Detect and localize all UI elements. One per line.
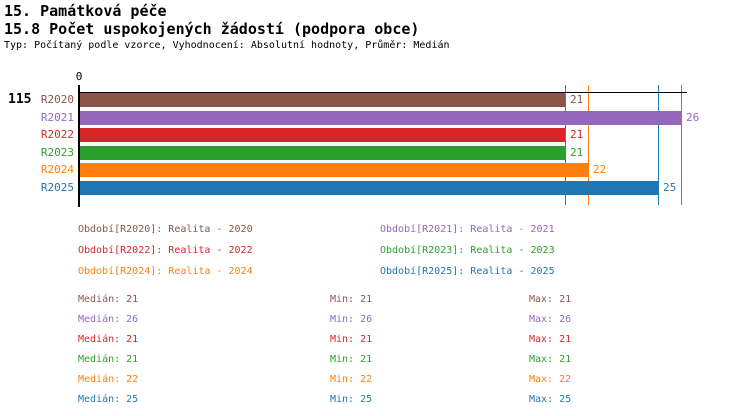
stat-min: Min: 21 [330,354,373,365]
bar-R2022 [80,128,565,142]
stat-max: Max: 26 [529,314,572,325]
stat-max: Max: 21 [529,354,572,365]
median-marker-line-R2023 [565,85,566,205]
legend-item: Období[R2020]: Realita - 2020 [78,224,253,235]
bar-category-label: R2021 [40,111,74,124]
legend-item: Období[R2024]: Realita - 2024 [78,266,253,277]
indicator-title: 15.8 Počet uspokojených žádostí (podpora… [4,20,420,38]
indicator-subtitle: Typ: Počítaný podle vzorce, Vyhodnocení:… [4,40,450,51]
bar-R2021 [80,111,681,125]
bar-R2023 [80,146,565,160]
bar-category-label: R2023 [40,146,74,159]
stat-min: Min: 22 [330,374,373,385]
legend-item: Období[R2022]: Realita - 2022 [78,245,253,256]
bar-R2020 [80,93,565,107]
median-marker-line-R2024 [588,85,589,205]
bar-R2024 [80,163,588,177]
stat-median: Medián: 26 [78,314,139,325]
stat-median: Medián: 22 [78,374,139,385]
bar-value-label: 25 [663,181,677,194]
stat-max: Max: 25 [529,394,572,405]
stat-max: Max: 21 [529,294,572,305]
stat-min: Min: 25 [330,394,373,405]
bar-value-label: 21 [570,93,584,106]
x-axis-zero-label: 0 [75,70,83,83]
stat-min: Min: 26 [330,314,373,325]
bar-value-label: 26 [686,111,700,124]
bar-value-label: 22 [593,163,607,176]
y-axis-line [78,85,80,207]
stat-min: Min: 21 [330,334,373,345]
stat-min: Min: 21 [330,294,373,305]
indicator-number: 115 [8,92,32,107]
bar-category-label: R2020 [40,93,74,106]
bar-category-label: R2025 [40,181,74,194]
legend-item: Období[R2025]: Realita - 2025 [380,266,555,277]
bar-category-label: R2022 [40,128,74,141]
median-marker-line-R2025 [658,85,659,205]
x-axis-line [78,92,687,93]
median-marker-line-R2021 [681,85,682,205]
legend-item: Období[R2021]: Realita - 2021 [380,224,555,235]
stat-max: Max: 21 [529,334,572,345]
bar-R2025 [80,181,658,195]
stat-median: Medián: 25 [78,394,139,405]
stat-max: Max: 22 [529,374,572,385]
bar-category-label: R2024 [40,163,74,176]
report-section-title: 15. Památková péče [4,2,167,20]
stat-median: Medián: 21 [78,334,139,345]
legend-item: Období[R2023]: Realita - 2023 [380,245,555,256]
bar-value-label: 21 [570,128,584,141]
stat-median: Medián: 21 [78,294,139,305]
bar-value-label: 21 [570,146,584,159]
stat-median: Medián: 21 [78,354,139,365]
